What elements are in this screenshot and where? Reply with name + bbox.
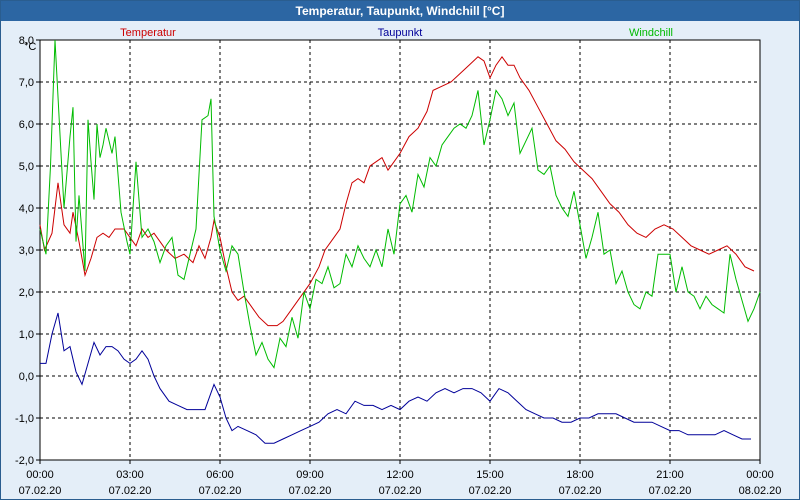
- x-tick-time: 18:00: [566, 469, 594, 481]
- x-tick-date: 07.02.20: [469, 485, 512, 497]
- x-tick-date: 07.02.20: [109, 485, 152, 497]
- y-axis-ticks: 8,0 7,0 6,0 5,0 4,0 3,0 2,0 1,0 0,0 -1,0 -2,0: [15, 35, 40, 467]
- x-tick-date: 07.02.20: [559, 485, 602, 497]
- series-line-taupunkt: [40, 312, 751, 444]
- x-axis-ticks: 00:00 07.02.20 03:00 07.02.20 06:00 07.02.20 0…: [19, 460, 782, 497]
- x-tick-time: 00:00: [26, 469, 54, 481]
- legend-temperatur: Temperatur: [120, 27, 176, 39]
- series-lines: [39, 39, 761, 444]
- x-tick-time: 15:00: [476, 469, 504, 481]
- x-tick-time: 21:00: [656, 469, 684, 481]
- legend-taupunkt: Taupunkt: [378, 27, 423, 39]
- legend: Temperatur Taupunkt Windchill: [120, 27, 673, 39]
- series-line-temperatur: [39, 55, 755, 327]
- y-tick-label: -2,0: [15, 455, 34, 467]
- y-tick-label: 8,0: [19, 35, 34, 47]
- x-tick-time: 00:00: [746, 469, 774, 481]
- x-tick-date: 07.02.20: [649, 485, 692, 497]
- y-tick-label: 1,0: [19, 329, 34, 341]
- y-tick-label: 7,0: [19, 77, 34, 89]
- y-tick-label: 5,0: [19, 161, 34, 173]
- x-tick-date: 08.02.20: [739, 485, 782, 497]
- y-tick-label: 4,0: [19, 203, 34, 215]
- x-tick-date: 07.02.20: [289, 485, 332, 497]
- y-tick-label: 3,0: [19, 245, 34, 257]
- x-tick-date: 07.02.20: [379, 485, 422, 497]
- x-tick-time: 06:00: [206, 469, 234, 481]
- y-tick-label: 6,0: [19, 119, 34, 131]
- x-tick-time: 09:00: [296, 469, 324, 481]
- x-tick-time: 03:00: [116, 469, 144, 481]
- y-tick-label: 2,0: [19, 287, 34, 299]
- x-tick-date: 07.02.20: [199, 485, 242, 497]
- series-line-windchill: [39, 39, 761, 369]
- x-tick-date: 07.02.20: [19, 485, 62, 497]
- chart-title: Temperatur, Taupunkt, Windchill [°C]: [1, 1, 799, 21]
- y-tick-label: 0,0: [19, 371, 34, 383]
- y-tick-label: -1,0: [15, 413, 34, 425]
- y-axis-label: °C: [24, 41, 36, 53]
- x-tick-time: 12:00: [386, 469, 414, 481]
- legend-windchill: Windchill: [629, 27, 673, 39]
